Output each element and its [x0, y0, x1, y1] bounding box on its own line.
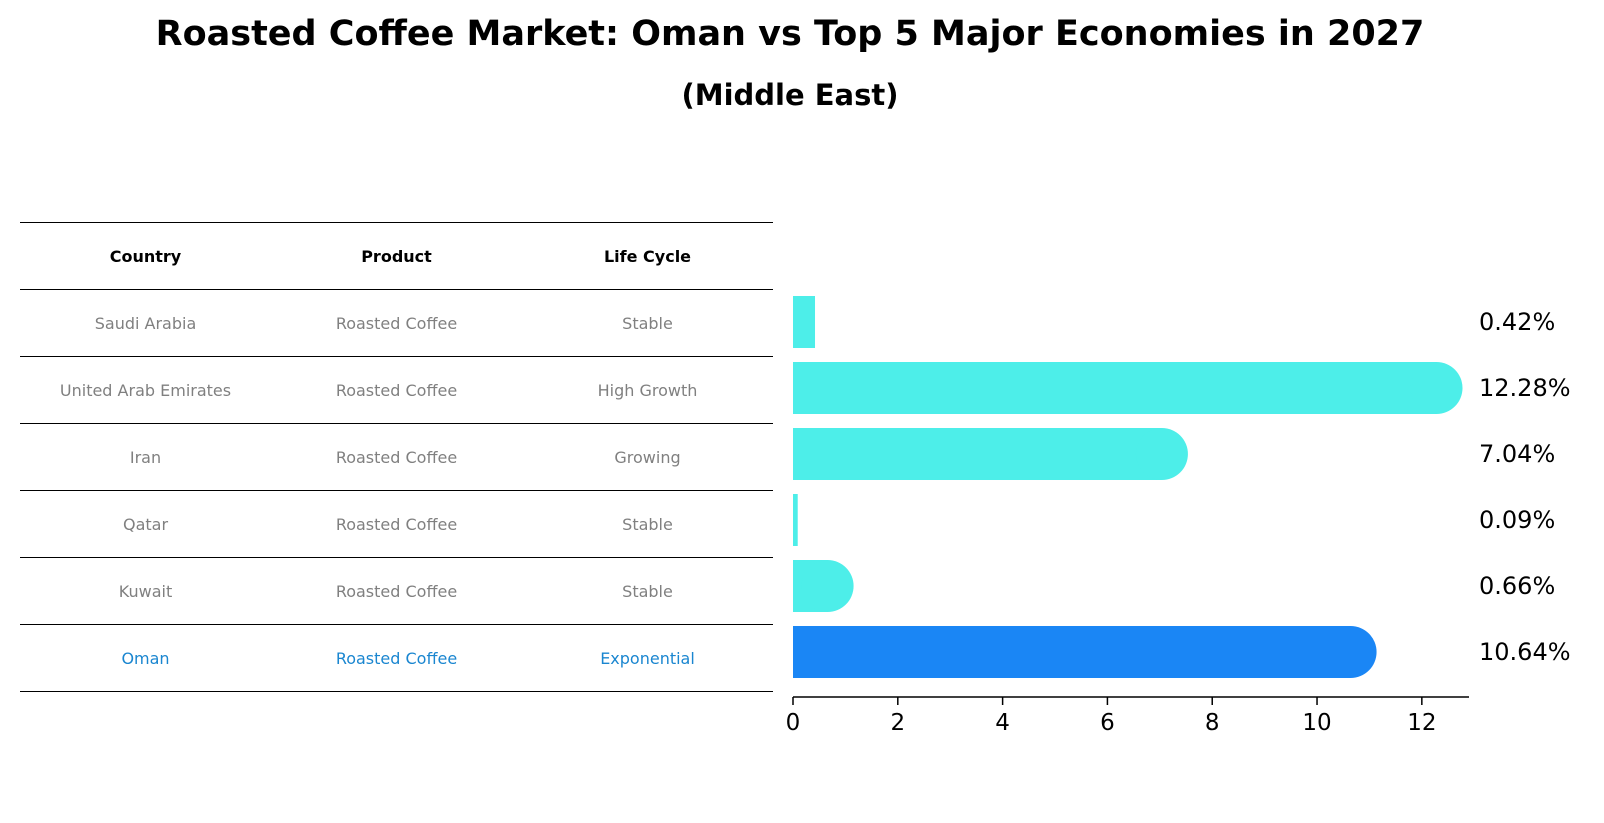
table-row: Kuwait Roasted Coffee Stable	[20, 558, 773, 625]
table-row-highlighted: Oman Roasted Coffee Exponential	[20, 625, 773, 692]
x-tick-label: 10	[1302, 710, 1331, 736]
data-labels-group: 0.42% 12.28% 7.04% 0.09% 0.66% 10.64%	[1479, 308, 1571, 666]
x-axis: 0 2 4 6 8 10 12	[786, 696, 1469, 736]
life-cycle-cell: Exponential	[600, 648, 695, 668]
x-tick-label: 8	[1205, 710, 1220, 736]
bar-body	[793, 626, 1351, 678]
bar-body	[793, 428, 1162, 480]
product-cell: Roasted Coffee	[335, 581, 458, 601]
country-cell: Qatar	[122, 514, 169, 534]
table-row: Iran Roasted Coffee Growing	[20, 424, 773, 491]
data-label: 12.28%	[1479, 374, 1571, 402]
data-label: 10.64%	[1479, 638, 1571, 666]
life-cycle-cell: Growing	[614, 447, 681, 467]
table-row: Saudi Arabia Roasted Coffee Stable	[20, 290, 773, 357]
product-cell: Roasted Coffee	[335, 380, 458, 400]
life-cycle-cell: Stable	[622, 313, 673, 333]
country-cell: Saudi Arabia	[94, 313, 197, 333]
bar-body	[793, 362, 1437, 414]
data-label: 0.09%	[1479, 506, 1555, 534]
bar-cap	[801, 560, 854, 612]
bar-united-arab-emirates	[793, 362, 1463, 414]
data-label: 0.42%	[1479, 308, 1555, 336]
bars-group	[793, 296, 1463, 678]
bar-body	[793, 296, 816, 348]
column-header-life-cycle: Life Cycle	[603, 246, 692, 266]
product-cell: Roasted Coffee	[335, 313, 458, 333]
product-cell: Roasted Coffee	[335, 447, 458, 467]
column-header-product: Product	[361, 246, 432, 266]
chart-subtitle: (Middle East)	[681, 78, 899, 112]
bar-kuwait	[793, 560, 854, 612]
column-header-country: Country	[109, 246, 182, 266]
x-tick-label: 0	[786, 710, 801, 736]
life-cycle-cell: High Growth	[597, 380, 698, 400]
table-header-row: Country Product Life Cycle	[20, 222, 773, 290]
x-tick-label: 4	[995, 710, 1010, 736]
comparison-table: Country Product Life Cycle Saudi Arabia …	[20, 222, 773, 692]
bar-cap	[1135, 428, 1188, 480]
bar-saudi-arabia	[793, 296, 816, 348]
data-label: 0.66%	[1479, 572, 1555, 600]
bar-qatar	[793, 494, 798, 546]
bar-oman	[793, 626, 1377, 678]
chart-title: Roasted Coffee Market: Oman vs Top 5 Maj…	[155, 14, 1425, 54]
life-cycle-cell: Stable	[622, 514, 673, 534]
product-cell: Roasted Coffee	[335, 514, 458, 534]
bar-cap	[1324, 626, 1377, 678]
product-cell: Roasted Coffee	[335, 648, 458, 668]
country-cell: Oman	[121, 648, 170, 668]
country-cell: United Arab Emirates	[59, 380, 232, 400]
bar-cap	[1410, 362, 1463, 414]
country-cell: Kuwait	[118, 581, 173, 601]
table-row: United Arab Emirates Roasted Coffee High…	[20, 357, 773, 424]
data-label: 7.04%	[1479, 440, 1555, 468]
x-tick-label: 12	[1407, 710, 1436, 736]
table-row: Qatar Roasted Coffee Stable	[20, 491, 773, 558]
x-tick-label: 6	[1100, 710, 1115, 736]
bar-body	[793, 494, 798, 546]
country-cell: Iran	[129, 447, 162, 467]
life-cycle-cell: Stable	[622, 581, 673, 601]
bar-iran	[793, 428, 1188, 480]
x-tick-label: 2	[890, 710, 905, 736]
